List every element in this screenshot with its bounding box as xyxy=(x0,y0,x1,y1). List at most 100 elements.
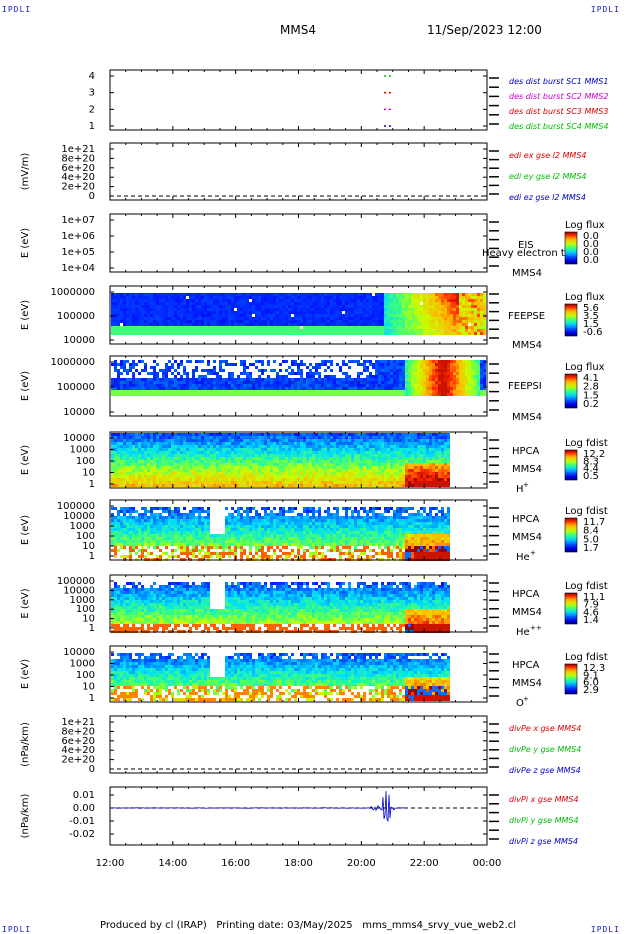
spectrogram-cell xyxy=(180,299,183,302)
spectrogram-cell xyxy=(327,326,330,329)
spectrogram-cell xyxy=(231,299,234,302)
spectrogram-cell xyxy=(183,329,186,332)
spectrogram-cell xyxy=(381,381,384,384)
spectrogram-cell xyxy=(351,393,354,396)
spectrogram-cell xyxy=(393,393,396,396)
spectrogram-cell xyxy=(126,387,129,390)
spectrogram-cell xyxy=(201,466,204,469)
spectrogram-cell xyxy=(312,305,315,308)
spectrogram-cell xyxy=(432,305,435,308)
spectrogram-cell xyxy=(423,326,426,329)
spectrogram-cell xyxy=(276,445,279,448)
spectrogram-cell xyxy=(144,296,147,299)
spectrogram-cell xyxy=(300,375,303,378)
spectrogram-cell xyxy=(225,311,228,314)
spectrogram-cell xyxy=(243,463,246,466)
spectrogram-cell xyxy=(348,311,351,314)
spectrogram-cell xyxy=(333,481,336,484)
spectrogram-cell xyxy=(141,317,144,320)
spectrogram-cell xyxy=(165,299,168,302)
spectrogram-cell xyxy=(345,484,348,487)
spectrogram-cell xyxy=(303,460,306,463)
spectrogram-cell xyxy=(141,387,144,390)
spectrogram-cell xyxy=(264,314,267,317)
spectrogram-cell xyxy=(228,363,231,366)
spectrogram-cell xyxy=(219,433,222,436)
spectrogram-cell xyxy=(189,302,192,305)
legend-entry: des dist burst SC4 MMS4 xyxy=(509,122,608,131)
spectrogram-cell xyxy=(189,393,192,396)
spectrogram-cell xyxy=(207,460,210,463)
spectrogram-cell xyxy=(288,381,291,384)
spectrogram-cell xyxy=(306,314,309,317)
spectrogram-cell xyxy=(438,372,441,375)
spectrogram-cell xyxy=(369,326,372,329)
spectrogram-cell xyxy=(207,445,210,448)
spectrogram-cell xyxy=(330,296,333,299)
spectrogram-cell xyxy=(120,302,123,305)
spectrogram-cell xyxy=(459,326,462,329)
spectrogram-cell xyxy=(480,369,483,372)
spectrogram-cell xyxy=(321,332,324,335)
spectrogram-cell xyxy=(159,451,162,454)
spectrogram-cell xyxy=(246,302,249,305)
spectrogram-cell xyxy=(174,390,177,393)
spectrogram-cell xyxy=(318,390,321,393)
spectrogram-cell xyxy=(450,317,453,320)
spectrogram-cell xyxy=(381,369,384,372)
spectrogram-cell xyxy=(297,451,300,454)
spectrogram-cell xyxy=(405,369,408,372)
spectrogram-cell xyxy=(468,311,471,314)
spectrogram-cell xyxy=(372,314,375,317)
spectrogram-cell xyxy=(414,317,417,320)
spectrogram-cell xyxy=(129,378,132,381)
spectrogram-cell xyxy=(240,484,243,487)
spectrogram-cell xyxy=(327,381,330,384)
spectrogram-cell xyxy=(441,378,444,381)
spectrogram-cell xyxy=(222,332,225,335)
spectrogram-cell xyxy=(348,466,351,469)
spectrogram-cell xyxy=(351,299,354,302)
spectrogram-cell xyxy=(222,484,225,487)
spectrogram-cell xyxy=(135,481,138,484)
spectrogram-cell xyxy=(252,305,255,308)
spectrogram-cell xyxy=(267,472,270,475)
spectrogram-cell xyxy=(441,369,444,372)
spectrogram-cell xyxy=(342,320,345,323)
spectrogram-cell xyxy=(243,363,246,366)
spectrogram-cell xyxy=(240,363,243,366)
spectrogram-cell xyxy=(219,445,222,448)
spectrogram-cell xyxy=(375,326,378,329)
spectrogram-cell xyxy=(162,384,165,387)
spectrogram-cell xyxy=(138,481,141,484)
spectrogram-cell xyxy=(234,326,237,329)
spectrogram-cell xyxy=(378,463,381,466)
spectrogram-cell xyxy=(228,375,231,378)
spectrogram-cell xyxy=(279,296,282,299)
spectrogram-cell xyxy=(438,369,441,372)
spectrogram-cell xyxy=(195,308,198,311)
spectrogram-cell xyxy=(189,387,192,390)
spectrogram-cell xyxy=(228,478,231,481)
spectrogram-cell xyxy=(429,363,432,366)
spectrogram-cell xyxy=(240,390,243,393)
spectrogram-cell xyxy=(129,454,132,457)
spectrogram-cell xyxy=(477,293,480,296)
spectrogram-cell xyxy=(111,381,114,384)
spectrogram-cell xyxy=(144,481,147,484)
spectrogram-cell xyxy=(366,381,369,384)
spectrogram-cell xyxy=(402,381,405,384)
spectrogram-cell xyxy=(129,302,132,305)
spectrogram-cell xyxy=(474,323,477,326)
spectrogram-cell xyxy=(168,311,171,314)
spectrogram-cell xyxy=(174,381,177,384)
spectrogram-cell xyxy=(321,457,324,460)
spectrogram-cell xyxy=(360,475,363,478)
spectrogram-cell xyxy=(243,451,246,454)
spectrogram-cell xyxy=(201,369,204,372)
spectrogram-cell xyxy=(162,481,165,484)
spectrogram-cell xyxy=(228,390,231,393)
